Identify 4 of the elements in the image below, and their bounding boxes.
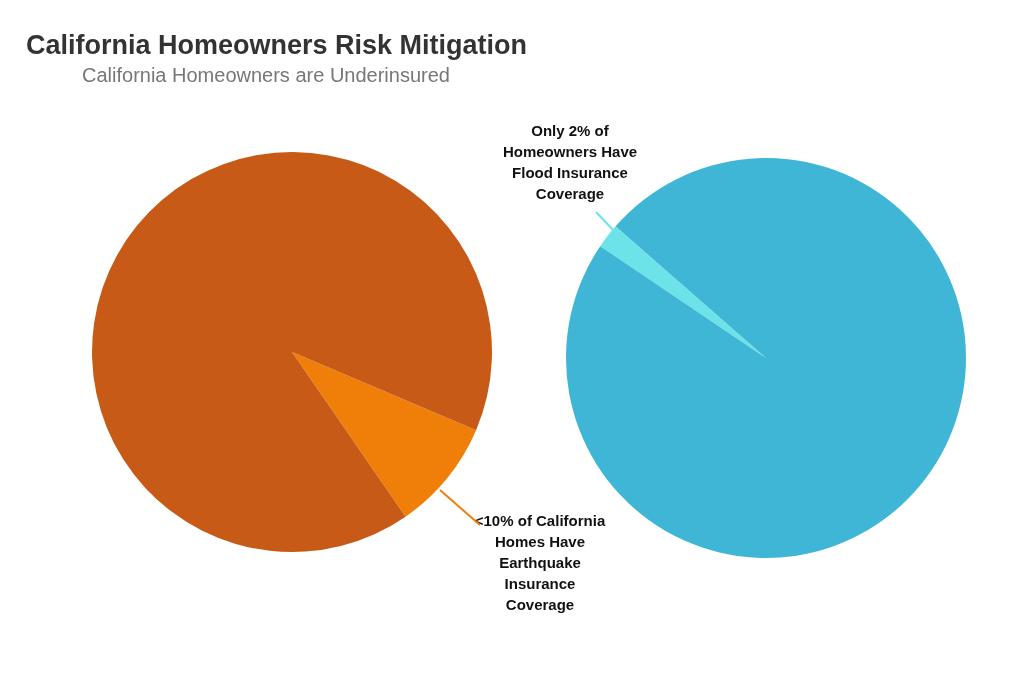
chart-subtitle: California Homeowners are Underinsured xyxy=(82,64,450,87)
text: <10% of California Homes Have Earthquake Insurance Coverage xyxy=(473,511,607,615)
text: Only 2% of Homeowners Have Flood Insurance Coverage xyxy=(501,121,639,204)
chart-title: California Homeowners Risk Mitigation xyxy=(26,30,528,61)
